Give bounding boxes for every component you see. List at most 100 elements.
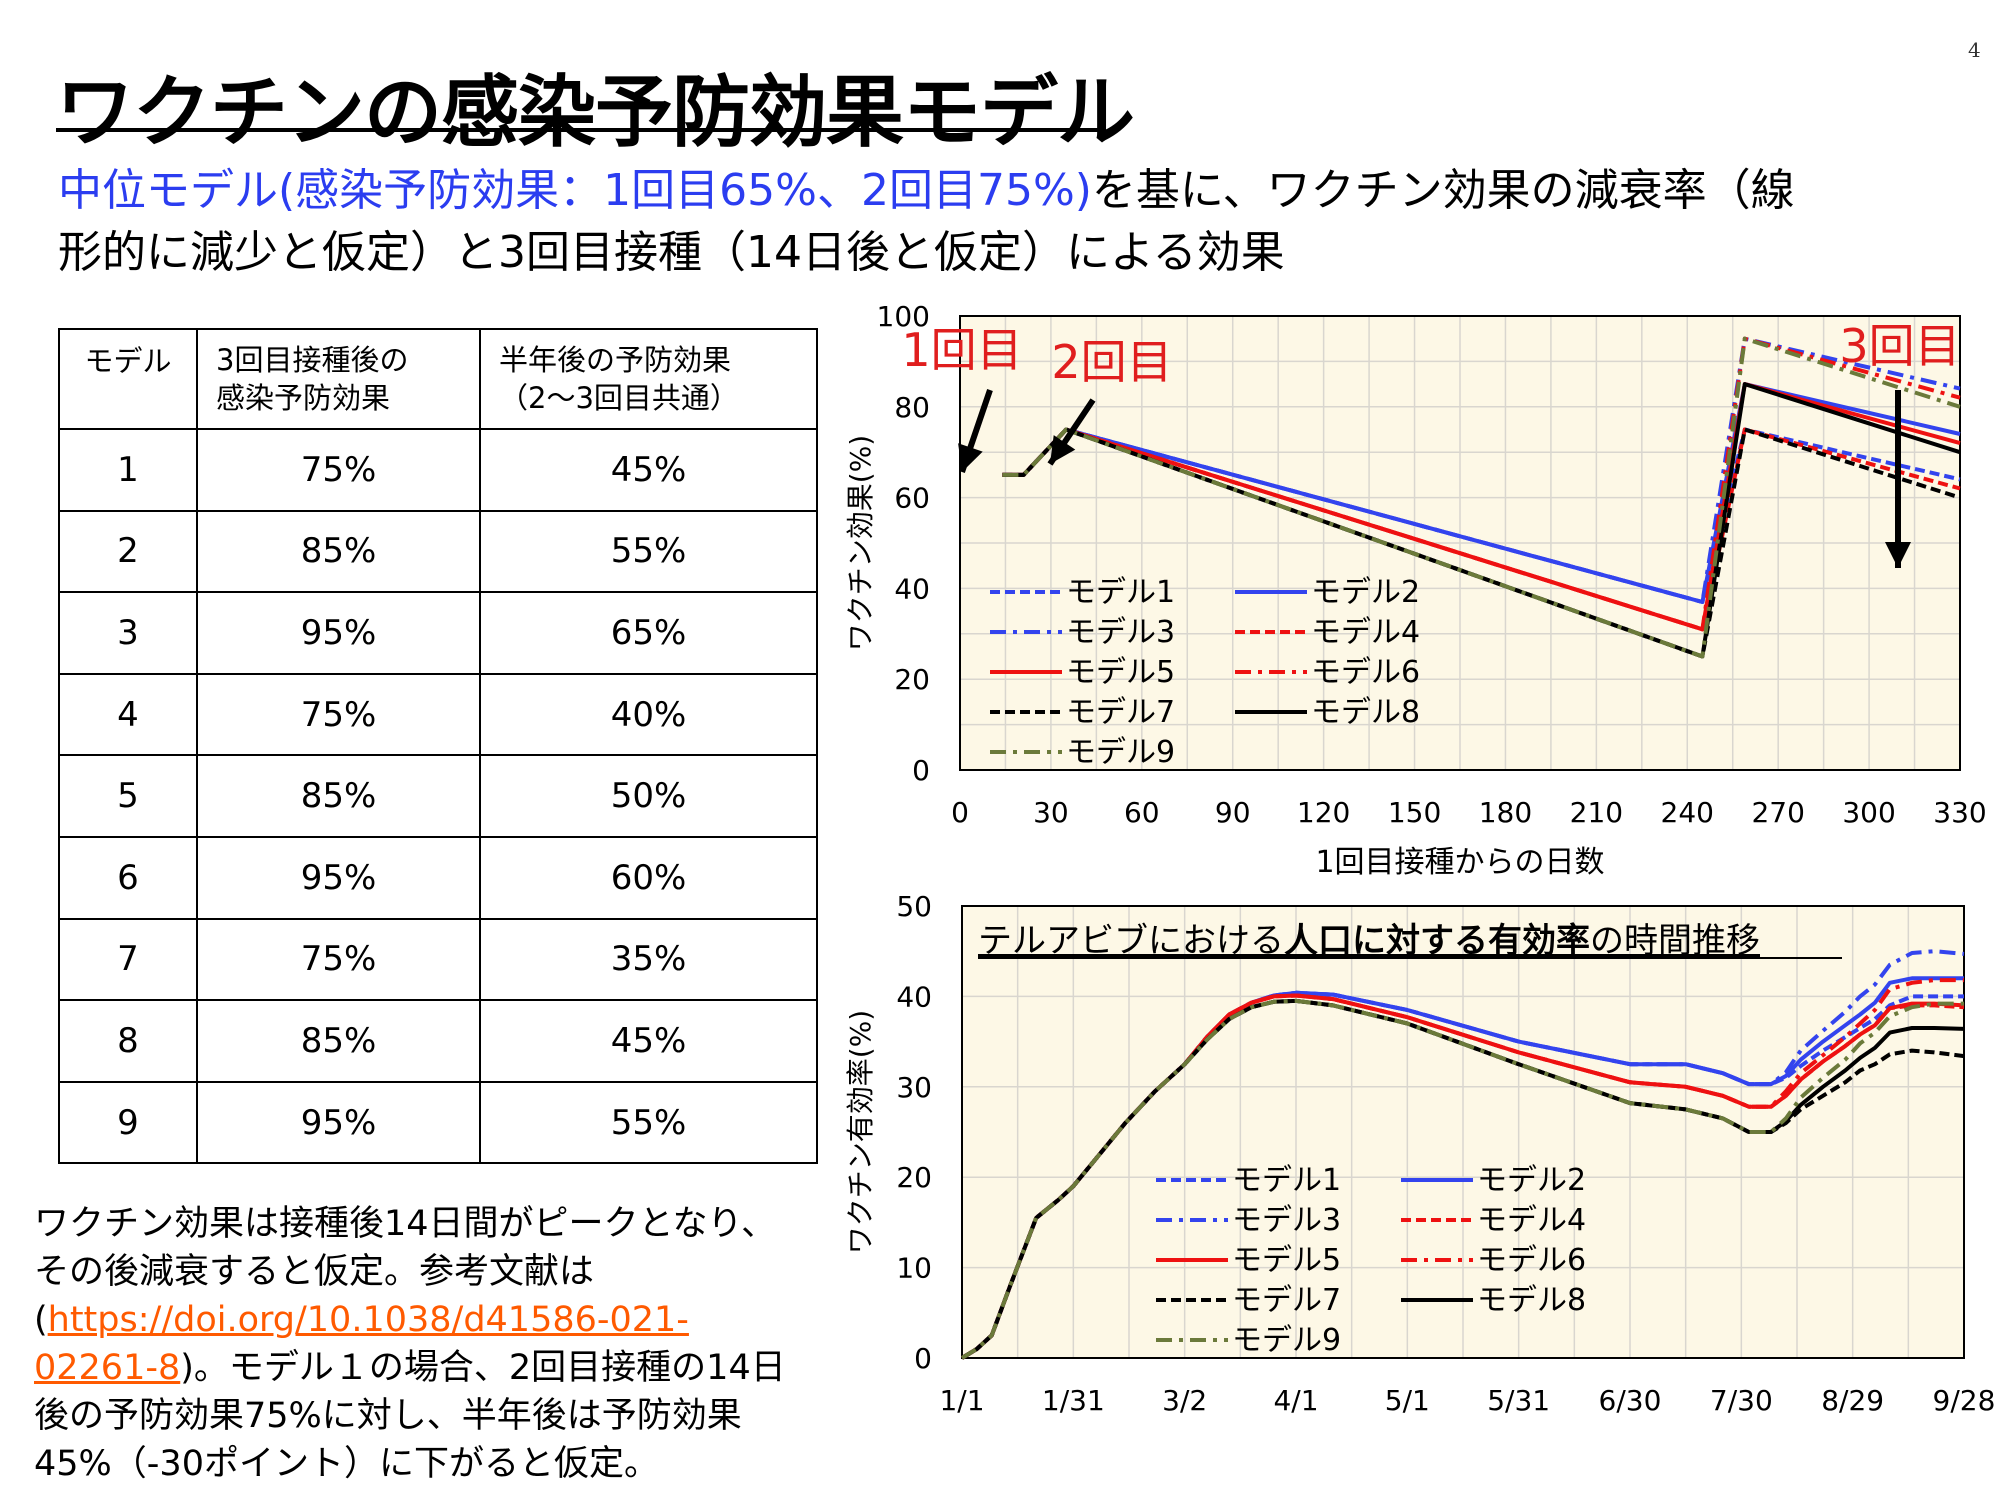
y-tick-label: 50 (896, 890, 932, 923)
note-paren-open: ( (34, 1300, 48, 1340)
cell-third-dose: 85% (196, 999, 481, 1083)
annotation-label: 1回目 (901, 323, 1022, 377)
legend-label: モデル2 (1477, 1163, 1586, 1198)
y-tick-label: 100 (877, 300, 930, 333)
x-tick-label: 60 (1124, 796, 1160, 829)
legend-label: モデル7 (1066, 695, 1175, 730)
legend-label: モデル4 (1477, 1203, 1586, 1238)
table-row: 6 95% 60% (58, 835, 818, 920)
x-tick-label: 330 (1933, 796, 1986, 829)
series-line (1002, 336, 1961, 659)
x-tick-label: 0 (951, 796, 969, 829)
cell-model: 3 (58, 591, 198, 675)
cell-third-dose: 75% (196, 672, 481, 757)
reference-link[interactable]: https://doi.org/10.1038/d41586-021- (47, 1300, 689, 1340)
legend-label: モデル6 (1477, 1243, 1586, 1278)
cell-third-dose: 75% (196, 428, 481, 512)
chart-title-part: 人口に対する有効率 (1284, 921, 1590, 961)
x-tick-label: 4/1 (1273, 1384, 1318, 1417)
x-tick-label: 270 (1751, 796, 1804, 829)
x-tick-label: 7/30 (1710, 1384, 1773, 1417)
legend-label: モデル4 (1311, 615, 1420, 650)
page-title: ワクチンの感染予防効果モデル (56, 68, 1135, 158)
y-tick-label: 10 (896, 1252, 932, 1285)
table-row: 2 85% 55% (58, 509, 818, 594)
cell-third-dose: 85% (196, 754, 481, 838)
cell-half-year: 40% (479, 672, 818, 757)
x-tick-label: 30 (1033, 796, 1069, 829)
annotation-label: 3回目 (1839, 319, 1960, 373)
cell-half-year: 45% (479, 428, 818, 512)
note-line4: 後の予防効果75%に対し、半年後は予防効果 (34, 1396, 742, 1436)
x-tick-label: 6/30 (1599, 1384, 1662, 1417)
vaccine-effect-chart: 0 20 40 60 80 100 0 30 60 90 120 150 180 210 240 270 300… (844, 300, 1987, 880)
y-tick-label: 80 (894, 391, 930, 424)
table-row: 5 85% 50% (58, 754, 818, 838)
cell-model: 7 (58, 917, 198, 1002)
cell-model: 1 (58, 428, 198, 512)
x-tick-label: 1/1 (939, 1384, 984, 1417)
legend-label: モデル8 (1477, 1283, 1586, 1318)
table-row: 7 75% 35% (58, 917, 818, 1002)
subtitle: 中位モデル(感染予防効果：1回目65%、2回目75%)を基に、ワクチン効果の減衰… (58, 160, 1938, 284)
x-tick-label: 300 (1842, 796, 1895, 829)
annotation-arrow-head (958, 443, 983, 472)
cell-third-dose: 75% (196, 917, 481, 1002)
cell-third-dose: 95% (196, 591, 481, 675)
table-header-row: モデル 3回目接種後の 感染予防効果 半年後の予防効果 （2～3回目共通） (58, 328, 818, 430)
chart-title-part: の時間推移 (1590, 921, 1760, 961)
cell-model: 8 (58, 999, 198, 1083)
legend-label: モデル7 (1232, 1283, 1341, 1318)
cell-model: 5 (58, 754, 198, 838)
note-line3: )。モデル１の場合、2回目接種の14日 (180, 1348, 786, 1388)
y-tick-label: 30 (896, 1071, 932, 1104)
legend-label: モデル5 (1066, 655, 1175, 690)
cell-third-dose: 85% (196, 509, 481, 594)
cell-model: 9 (58, 1080, 198, 1165)
cell-half-year: 65% (479, 591, 818, 675)
x-tick-label: 3/2 (1162, 1384, 1207, 1417)
table-row: 9 95% 55% (58, 1080, 818, 1165)
table-row: 3 95% 65% (58, 591, 818, 675)
series-line (1002, 336, 1961, 632)
title-underline (56, 128, 1104, 132)
table-body: 1 75% 45% 2 85% 55% 3 95% 65% 4 75% 40% 5 85% 50% 6 95% 6… (58, 428, 818, 1165)
legend-label: モデル9 (1066, 735, 1175, 770)
cell-model: 2 (58, 509, 198, 594)
x-tick-label: 120 (1297, 796, 1350, 829)
x-tick-label: 5/31 (1487, 1384, 1550, 1417)
y-tick-label: 60 (894, 482, 930, 515)
legend-label: モデル3 (1232, 1203, 1341, 1238)
table-row: 4 75% 40% (58, 672, 818, 757)
series-line (960, 949, 1965, 1360)
chart-title-part: テルアビブにおける (978, 921, 1284, 961)
series-line (960, 998, 1964, 1360)
note-line5: 45%（-30ポイント）に下がると仮定。 (34, 1444, 659, 1484)
cell-half-year: 55% (479, 509, 818, 594)
table-row: 8 85% 45% (58, 999, 818, 1083)
reference-link-cont[interactable]: 02261-8 (34, 1348, 181, 1388)
table-header-model: モデル (58, 328, 198, 430)
footnote: ワクチン効果は接種後14日間がピークとなり、 その後減衰すると仮定。参考文献は … (34, 1200, 824, 1488)
x-tick-label: 90 (1215, 796, 1251, 829)
cell-half-year: 55% (479, 1080, 818, 1165)
page-number: 4 (1968, 38, 1981, 62)
table-header-half-year: 半年後の予防効果 （2～3回目共通） (479, 328, 818, 430)
y-tick-label: 0 (912, 754, 930, 787)
subtitle-rest: を基に、ワクチン効果の減衰率（線 (1091, 165, 1795, 216)
table-header-third-dose: 3回目接種後の 感染予防効果 (196, 328, 481, 430)
plot-frame (959, 315, 1961, 771)
plot-frame (961, 905, 1965, 1359)
x-tick-label: 210 (1570, 796, 1623, 829)
y-axis-label: ワクチン効果(%) (844, 435, 877, 651)
chart-title: テルアビブにおける人口に対する有効率の時間推移 (978, 921, 1760, 961)
x-tick-label: 8/29 (1821, 1384, 1884, 1417)
cell-half-year: 45% (479, 999, 818, 1083)
cell-half-year: 50% (479, 754, 818, 838)
x-tick-label: 5/1 (1385, 1384, 1430, 1417)
cell-model: 6 (58, 835, 198, 920)
note-line2: その後減衰すると仮定。参考文献は (34, 1252, 595, 1292)
y-axis-label: ワクチン有効率(%) (844, 1010, 877, 1254)
y-tick-label: 20 (896, 1161, 932, 1194)
subtitle-highlight: 中位モデル(感染予防効果：1回目65%、2回目75%) (58, 165, 1092, 216)
